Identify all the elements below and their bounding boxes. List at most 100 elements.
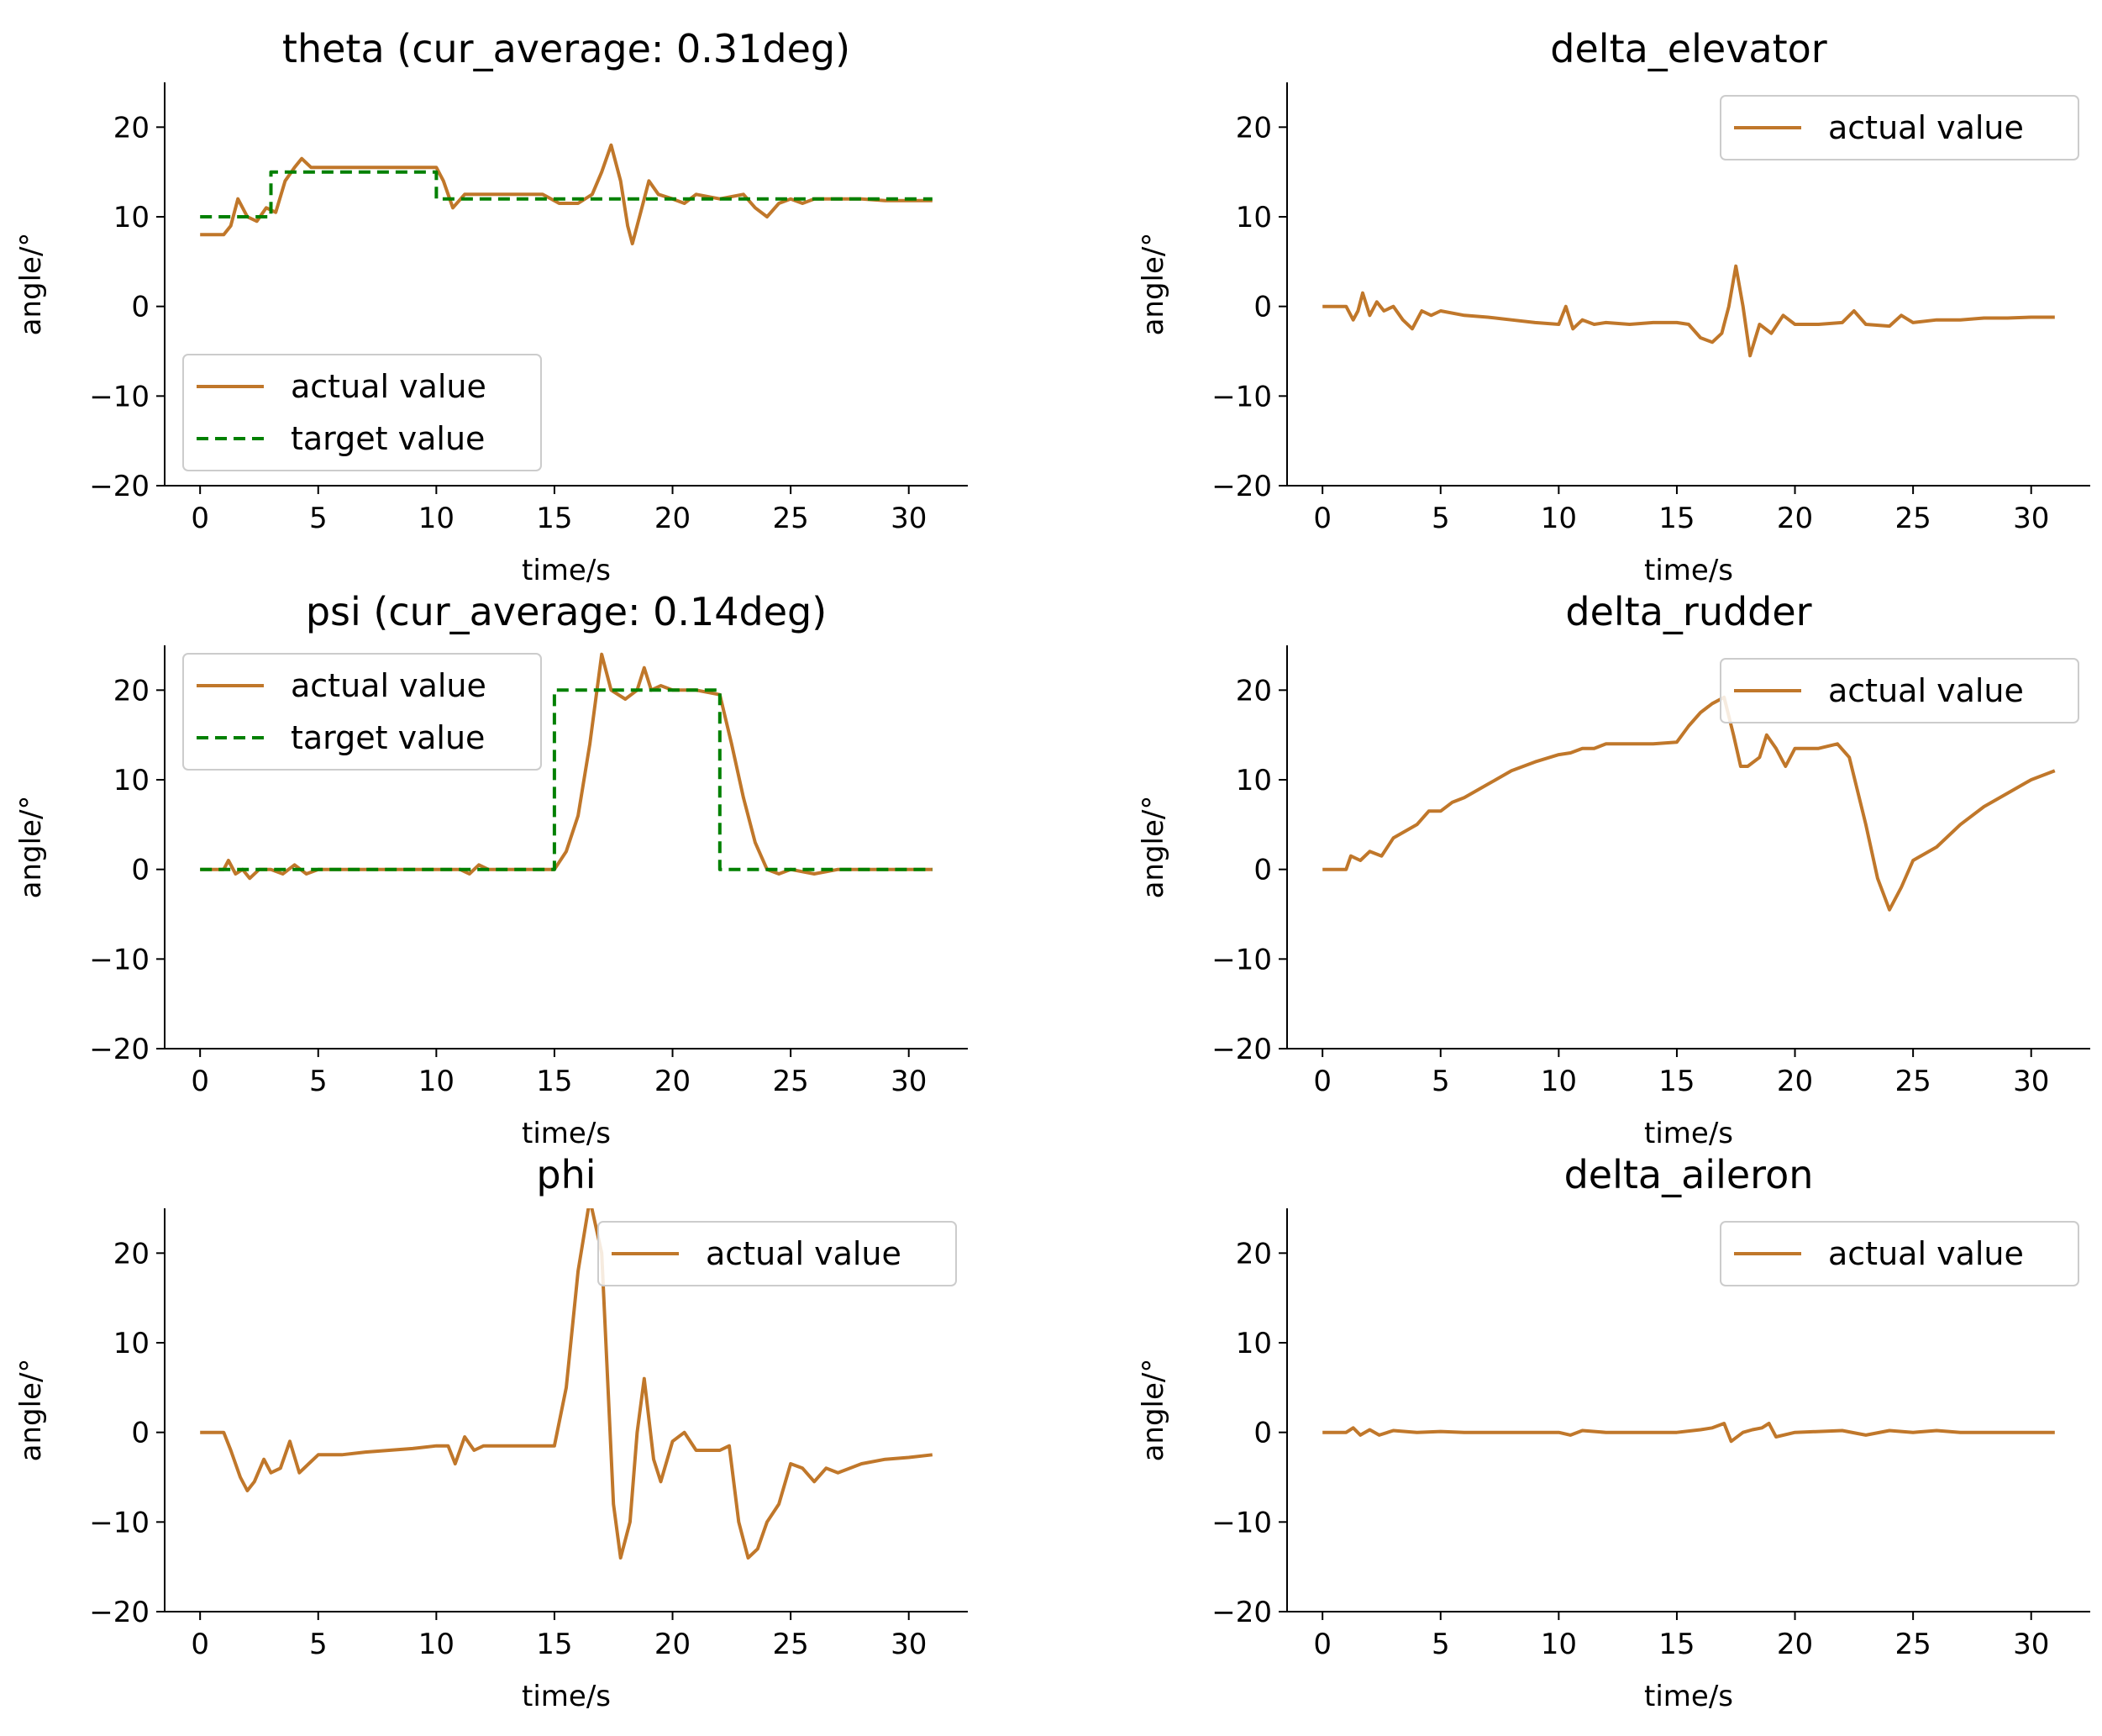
x-tick-label: 5 [309,502,328,535]
actual-value-line [200,143,933,245]
x-axis-label: time/s [522,1117,611,1150]
y-tick-label: 10 [113,764,150,797]
chart-panel-4: phi 0 5 10 15 20 25 30 −20 −10 0 10 20 time/s angle/° a… [14,1152,968,1713]
x-tick-label: 10 [418,502,455,535]
y-axis-label: angle/° [14,233,48,336]
x-tick-label: 30 [891,1065,927,1098]
y-tick-label: 0 [1253,1417,1272,1450]
x-tick-label: 10 [1541,502,1577,535]
chart-panel-5: delta_aileron 0 5 10 15 20 25 30 −20 −10 0 10 20 time… [1137,1152,2090,1713]
y-axis-label: angle/° [1137,1359,1170,1462]
x-tick-label: 25 [1894,1065,1931,1098]
actual-value-line [1322,695,2056,912]
actual-value-line [200,1208,933,1560]
x-tick-label: 25 [772,502,808,535]
x-axis-label: time/s [1644,1680,1733,1713]
x-tick-label: 30 [891,1628,927,1661]
y-axis-label: angle/° [14,1359,48,1462]
y-tick-label: −10 [89,943,150,976]
target-value-line [200,170,933,218]
x-tick-label: 20 [654,1628,691,1661]
x-tick-label: 20 [1777,1065,1813,1098]
chart-title: delta_rudder [1565,589,1811,634]
y-tick-label: 0 [131,291,150,324]
x-tick-label: 5 [1432,1628,1450,1661]
legend-label: actual value [1828,109,2024,146]
y-tick-label: −10 [1211,1506,1272,1539]
x-tick-label: 0 [191,502,209,535]
legend-box [1720,1221,2079,1286]
y-tick-label: −20 [1211,470,1272,503]
y-tick-label: 10 [1236,201,1272,234]
x-tick-label: 5 [1432,502,1450,535]
y-tick-label: −20 [1211,1596,1272,1629]
x-tick-label: 5 [309,1628,328,1661]
x-tick-label: 30 [891,502,927,535]
y-tick-label: −20 [1211,1033,1272,1066]
y-tick-label: 20 [1236,111,1272,145]
chart-panel-3: delta_rudder 0 5 10 15 20 25 30 −20 −10 0 10 20 time/… [1137,589,2090,1150]
y-tick-label: −20 [89,1033,150,1066]
y-tick-label: 0 [1253,854,1272,887]
y-tick-label: 0 [131,1417,150,1450]
x-tick-label: 15 [1658,502,1695,535]
actual-value-line [1322,264,2055,358]
x-tick-label: 15 [536,502,572,535]
legend-box [182,354,542,471]
x-tick-label: 30 [2013,1065,2049,1098]
x-tick-label: 25 [772,1065,808,1098]
x-tick-label: 30 [2013,1628,2049,1661]
y-tick-label: 10 [113,1327,150,1360]
x-tick-label: 10 [1541,1628,1577,1661]
x-tick-label: 10 [1541,1065,1577,1098]
legend-label: target value [291,420,485,457]
y-axis-label: angle/° [1137,233,1170,336]
x-tick-label: 10 [418,1628,455,1661]
x-axis-label: time/s [522,554,611,587]
y-axis-label: angle/° [1137,796,1170,899]
x-tick-label: 5 [309,1065,328,1098]
legend-label: actual value [291,368,486,405]
x-tick-label: 0 [1313,1628,1332,1661]
x-tick-label: 0 [191,1065,209,1098]
y-tick-label: −20 [89,470,150,503]
x-axis-label: time/s [1644,554,1733,587]
legend-label: actual value [706,1235,901,1272]
x-tick-label: 0 [1313,1065,1332,1098]
y-tick-label: 0 [131,854,150,887]
x-tick-label: 20 [1777,1628,1813,1661]
y-tick-label: 20 [113,674,150,708]
x-tick-label: 25 [1894,502,1931,535]
chart-panel-1: delta_elevator 0 5 10 15 20 25 30 −20 −10 0 10 20 tim… [1137,26,2090,587]
x-tick-label: 0 [1313,502,1332,535]
y-tick-label: 20 [113,111,150,145]
y-tick-label: 20 [113,1237,150,1270]
x-tick-label: 25 [1894,1628,1931,1661]
target-value-line [200,688,933,871]
actual-value-line [1322,1422,2055,1444]
y-tick-label: 10 [113,201,150,234]
y-tick-label: −10 [89,1506,150,1539]
legend-label: actual value [1828,672,2024,709]
x-tick-label: 15 [1658,1628,1695,1661]
x-tick-label: 20 [654,1065,691,1098]
x-tick-label: 0 [191,1628,209,1661]
x-tick-label: 15 [536,1065,572,1098]
legend-box [1720,658,2079,723]
chart-panel-2: psi (cur_average: 0.14deg) 0 5 10 15 20 25 30 −2… [14,589,968,1150]
x-tick-label: 5 [1432,1065,1450,1098]
x-tick-label: 25 [772,1628,808,1661]
y-tick-label: −20 [89,1596,150,1629]
legend-label: target value [291,719,485,756]
x-tick-label: 10 [418,1065,455,1098]
chart-title: delta_aileron [1564,1152,1814,1197]
y-tick-label: 10 [1236,764,1272,797]
y-tick-label: 20 [1236,674,1272,708]
x-axis-label: time/s [522,1680,611,1713]
x-tick-label: 15 [1658,1065,1695,1098]
legend-label: actual value [1828,1235,2024,1272]
legend-box [182,653,542,771]
x-tick-label: 15 [536,1628,572,1661]
y-axis-label: angle/° [14,796,48,899]
